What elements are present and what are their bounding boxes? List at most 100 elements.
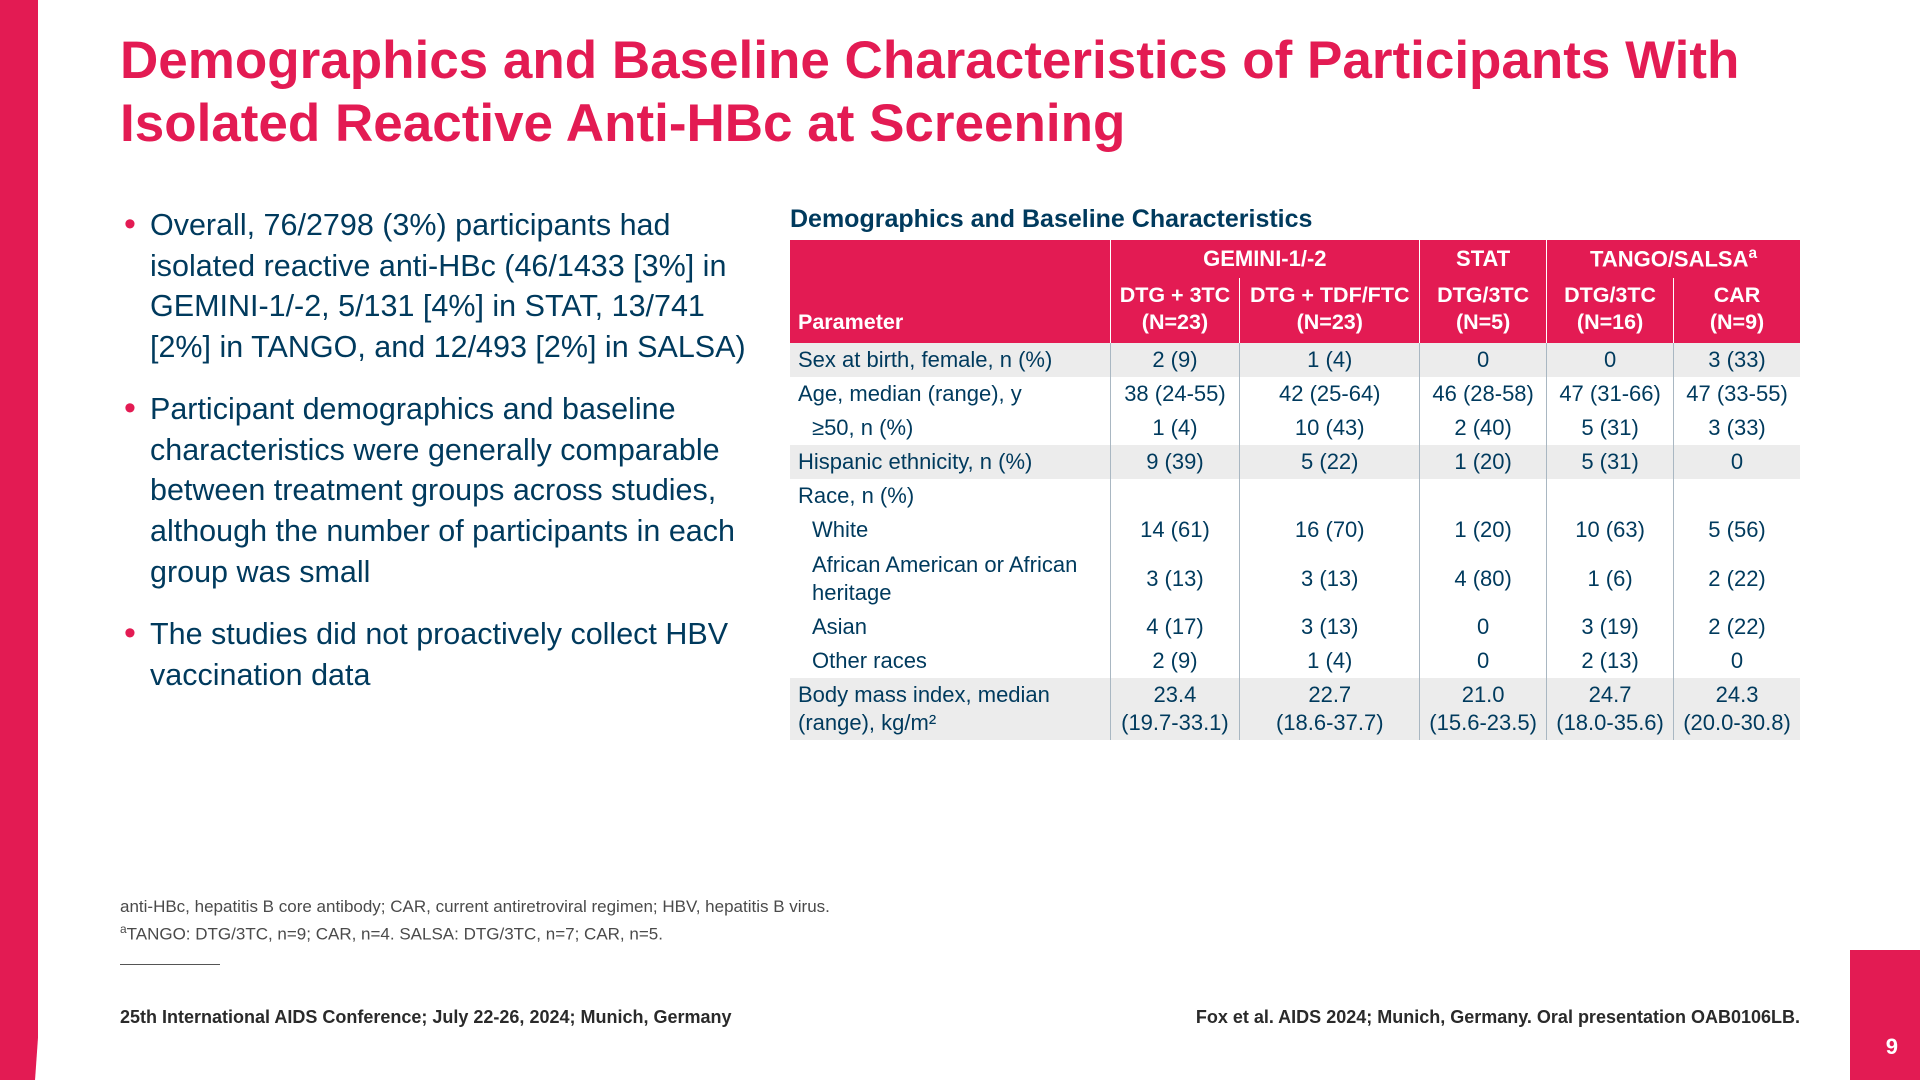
table-row: Asian4 (17)3 (13)03 (19)2 (22) [790, 610, 1800, 644]
table-cell: 4 (17) [1110, 610, 1240, 644]
table-cell: 2 (40) [1420, 411, 1547, 445]
data-table: GEMINI-1/-2STATTANGO/SALSAaParameterDTG … [790, 240, 1800, 740]
table-container: Demographics and Baseline Characteristic… [790, 205, 1800, 740]
table-row: African American or African heritage3 (1… [790, 548, 1800, 610]
table-cell: Sex at birth, female, n (%) [790, 343, 1110, 377]
table-col-header: CAR(N=9) [1674, 278, 1800, 343]
table-group-header: STAT [1420, 240, 1547, 277]
footnote-line: aTANGO: DTG/3TC, n=9; CAR, n=4. SALSA: D… [120, 920, 830, 948]
table-cell: 1 (4) [1240, 343, 1420, 377]
table-cell: Race, n (%) [790, 479, 1110, 513]
table-row: Race, n (%) [790, 479, 1800, 513]
table-cell: Age, median (range), y [790, 377, 1110, 411]
table-cell: 1 (4) [1110, 411, 1240, 445]
table-cell: 0 [1547, 343, 1674, 377]
table-cell: White [790, 513, 1110, 547]
table-cell: 2 (9) [1110, 644, 1240, 678]
slide: Demographics and Baseline Characteristic… [0, 0, 1920, 1080]
table-row: Other races2 (9)1 (4)02 (13)0 [790, 644, 1800, 678]
table-col-header: DTG + TDF/FTC(N=23) [1240, 278, 1420, 343]
table-col-header: Parameter [790, 278, 1110, 343]
table-cell: 2 (9) [1110, 343, 1240, 377]
table-cell [1110, 479, 1240, 513]
table-row: Sex at birth, female, n (%)2 (9)1 (4)003… [790, 343, 1800, 377]
table-cell: 22.7(18.6-37.7) [1240, 678, 1420, 740]
table-cell: 47 (31-66) [1547, 377, 1674, 411]
table-cell: Other races [790, 644, 1110, 678]
table-col-header: DTG + 3TC(N=23) [1110, 278, 1240, 343]
table-row: Age, median (range), y38 (24-55)42 (25-6… [790, 377, 1800, 411]
page-number: 9 [1886, 1034, 1898, 1060]
bullet-item: Participant demographics and baseline ch… [120, 389, 760, 592]
table-cell: 5 (22) [1240, 445, 1420, 479]
table-cell: 3 (33) [1674, 343, 1800, 377]
table-cell: 21.0(15.6-23.5) [1420, 678, 1547, 740]
table-row: ≥50, n (%)1 (4)10 (43)2 (40)5 (31)3 (33) [790, 411, 1800, 445]
table-cell: ≥50, n (%) [790, 411, 1110, 445]
table-cell: 10 (63) [1547, 513, 1674, 547]
table-cell: 4 (80) [1420, 548, 1547, 610]
table-col-header: DTG/3TC(N=16) [1547, 278, 1674, 343]
table-cell: 10 (43) [1240, 411, 1420, 445]
table-col-header: DTG/3TC(N=5) [1420, 278, 1547, 343]
footnote-rule [120, 964, 220, 965]
table-cell: 9 (39) [1110, 445, 1240, 479]
table-cell: 46 (28-58) [1420, 377, 1547, 411]
footer-right: Fox et al. AIDS 2024; Munich, Germany. O… [1196, 1007, 1800, 1028]
table-cell: 3 (13) [1240, 548, 1420, 610]
table-cell: 47 (33-55) [1674, 377, 1800, 411]
table-cell: 3 (19) [1547, 610, 1674, 644]
footnote-line: anti-HBc, hepatitis B core antibody; CAR… [120, 893, 830, 920]
table-cell: 2 (22) [1674, 610, 1800, 644]
table-cell: 1 (4) [1240, 644, 1420, 678]
table-cell: 0 [1420, 343, 1547, 377]
table-cell: 3 (33) [1674, 411, 1800, 445]
footer-left: 25th International AIDS Conference; July… [120, 1007, 732, 1028]
table-cell [1674, 479, 1800, 513]
table-cell: 23.4(19.7-33.1) [1110, 678, 1240, 740]
bullet-item: The studies did not proactively collect … [120, 614, 760, 695]
table-cell: 0 [1420, 610, 1547, 644]
table-cell: 3 (13) [1240, 610, 1420, 644]
table-cell [1547, 479, 1674, 513]
table-cell: 1 (20) [1420, 445, 1547, 479]
table-cell [1240, 479, 1420, 513]
accent-right [1850, 950, 1920, 1080]
table-cell: Body mass index, median (range), kg/m² [790, 678, 1110, 740]
footer: 25th International AIDS Conference; July… [120, 1007, 1800, 1028]
table-cell: 14 (61) [1110, 513, 1240, 547]
table-cell: 3 (13) [1110, 548, 1240, 610]
table-cell: Asian [790, 610, 1110, 644]
footnotes: anti-HBc, hepatitis B core antibody; CAR… [120, 893, 830, 965]
content-row: Overall, 76/2798 (3%) participants had i… [120, 205, 1800, 740]
table-row: White14 (61)16 (70)1 (20)10 (63)5 (56) [790, 513, 1800, 547]
table-cell: 2 (13) [1547, 644, 1674, 678]
table-cell: 0 [1674, 644, 1800, 678]
accent-left [0, 0, 38, 1080]
page-title: Demographics and Baseline Characteristic… [120, 30, 1800, 155]
table-row: Body mass index, median (range), kg/m²23… [790, 678, 1800, 740]
table-cell: 38 (24-55) [1110, 377, 1240, 411]
table-cell: 0 [1420, 644, 1547, 678]
bullet-list: Overall, 76/2798 (3%) participants had i… [120, 205, 760, 740]
table-cell: 42 (25-64) [1240, 377, 1420, 411]
table-group-header: TANGO/SALSAa [1547, 240, 1800, 277]
table-cell: 5 (31) [1547, 411, 1674, 445]
table-cell: 24.3(20.0-30.8) [1674, 678, 1800, 740]
table-cell [1420, 479, 1547, 513]
table-cell: 24.7(18.0-35.6) [1547, 678, 1674, 740]
table-cell: 2 (22) [1674, 548, 1800, 610]
table-cell: 16 (70) [1240, 513, 1420, 547]
table-cell: 5 (56) [1674, 513, 1800, 547]
table-row: Hispanic ethnicity, n (%)9 (39)5 (22)1 (… [790, 445, 1800, 479]
table-group-header: GEMINI-1/-2 [1110, 240, 1420, 277]
table-cell: 0 [1674, 445, 1800, 479]
table-group-header [790, 240, 1110, 277]
table-cell: African American or African heritage [790, 548, 1110, 610]
table-cell: 1 (6) [1547, 548, 1674, 610]
table-cell: 1 (20) [1420, 513, 1547, 547]
table-title: Demographics and Baseline Characteristic… [790, 205, 1800, 234]
table-cell: Hispanic ethnicity, n (%) [790, 445, 1110, 479]
table-cell: 5 (31) [1547, 445, 1674, 479]
bullet-item: Overall, 76/2798 (3%) participants had i… [120, 205, 760, 367]
